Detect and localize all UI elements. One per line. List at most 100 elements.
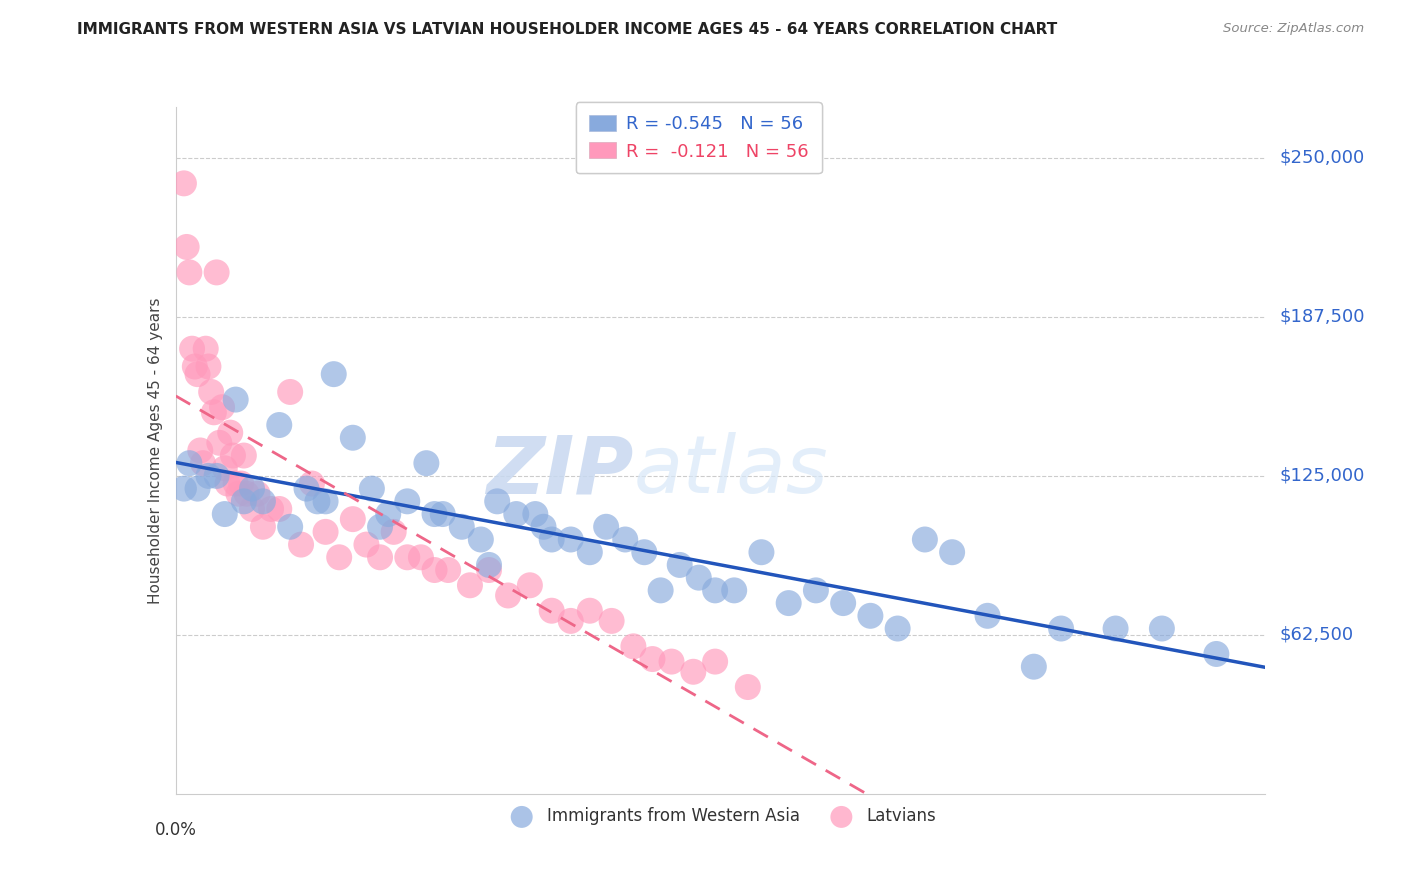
- Text: ZIP: ZIP: [486, 432, 633, 510]
- Legend: R = -0.545   N = 56, R =  -0.121   N = 56: R = -0.545 N = 56, R = -0.121 N = 56: [576, 103, 821, 173]
- Point: [633, 545, 655, 559]
- Point: [600, 614, 623, 628]
- Point: [222, 449, 245, 463]
- Point: [208, 435, 231, 450]
- Point: [315, 494, 337, 508]
- Point: [200, 384, 222, 399]
- Point: [641, 652, 664, 666]
- Point: [519, 578, 541, 592]
- Point: [179, 456, 201, 470]
- Point: [240, 482, 263, 496]
- Point: [232, 494, 254, 508]
- Point: [377, 507, 399, 521]
- Point: [1150, 622, 1173, 636]
- Point: [478, 563, 501, 577]
- Point: [301, 476, 323, 491]
- Point: [368, 550, 391, 565]
- Point: [322, 367, 344, 381]
- Point: [432, 507, 454, 521]
- Point: [181, 342, 204, 356]
- Point: [396, 550, 419, 565]
- Point: [650, 583, 672, 598]
- Point: [409, 550, 432, 565]
- Point: [356, 538, 378, 552]
- Point: [176, 240, 198, 254]
- Point: [621, 640, 644, 654]
- Point: [560, 614, 582, 628]
- Point: [540, 533, 562, 547]
- Point: [1205, 647, 1227, 661]
- Point: [505, 507, 527, 521]
- Point: [914, 533, 936, 547]
- Point: [211, 401, 233, 415]
- Text: IMMIGRANTS FROM WESTERN ASIA VS LATVIAN HOUSEHOLDER INCOME AGES 45 - 64 YEARS CO: IMMIGRANTS FROM WESTERN ASIA VS LATVIAN …: [77, 22, 1057, 37]
- Point: [194, 342, 217, 356]
- Point: [307, 494, 329, 508]
- Point: [579, 604, 602, 618]
- Point: [260, 502, 283, 516]
- Point: [478, 558, 501, 572]
- Point: [437, 563, 460, 577]
- Point: [225, 476, 247, 491]
- Point: [804, 583, 827, 598]
- Point: [486, 494, 509, 508]
- Point: [217, 476, 239, 491]
- Point: [1022, 659, 1045, 673]
- Point: [832, 596, 855, 610]
- Point: [290, 538, 312, 552]
- Point: [278, 384, 301, 399]
- Point: [668, 558, 690, 572]
- Point: [202, 405, 225, 419]
- Point: [232, 449, 254, 463]
- Point: [214, 507, 236, 521]
- Point: [188, 443, 211, 458]
- Point: [235, 486, 257, 500]
- Point: [173, 177, 195, 191]
- Point: [423, 507, 446, 521]
- Point: [458, 578, 481, 592]
- Point: [269, 417, 291, 432]
- Point: [723, 583, 745, 598]
- Point: [179, 265, 201, 279]
- Point: [496, 589, 519, 603]
- Point: [197, 359, 219, 374]
- Point: [751, 545, 773, 559]
- Point: [197, 469, 219, 483]
- Point: [533, 520, 555, 534]
- Point: [704, 655, 727, 669]
- Point: [682, 665, 704, 679]
- Point: [423, 563, 446, 577]
- Point: [219, 425, 242, 440]
- Point: [415, 456, 437, 470]
- Point: [186, 482, 209, 496]
- Point: [360, 482, 382, 496]
- Text: $125,000: $125,000: [1279, 467, 1365, 485]
- Point: [225, 392, 247, 407]
- Point: [228, 486, 250, 500]
- Point: [205, 469, 228, 483]
- Point: [886, 622, 908, 636]
- Point: [191, 456, 214, 470]
- Text: $187,500: $187,500: [1279, 308, 1365, 326]
- Text: atlas: atlas: [633, 432, 828, 510]
- Text: Source: ZipAtlas.com: Source: ZipAtlas.com: [1223, 22, 1364, 36]
- Point: [214, 461, 236, 475]
- Point: [252, 520, 274, 534]
- Point: [450, 520, 472, 534]
- Point: [704, 583, 727, 598]
- Point: [976, 608, 998, 623]
- Point: [231, 476, 253, 491]
- Point: [240, 502, 263, 516]
- Point: [295, 482, 318, 496]
- Point: [524, 507, 547, 521]
- Point: [778, 596, 800, 610]
- Point: [342, 512, 364, 526]
- Point: [246, 486, 269, 500]
- Point: [737, 680, 759, 694]
- Point: [342, 431, 364, 445]
- Point: [252, 494, 274, 508]
- Point: [269, 502, 291, 516]
- Point: [579, 545, 602, 559]
- Point: [470, 533, 492, 547]
- Point: [173, 482, 195, 496]
